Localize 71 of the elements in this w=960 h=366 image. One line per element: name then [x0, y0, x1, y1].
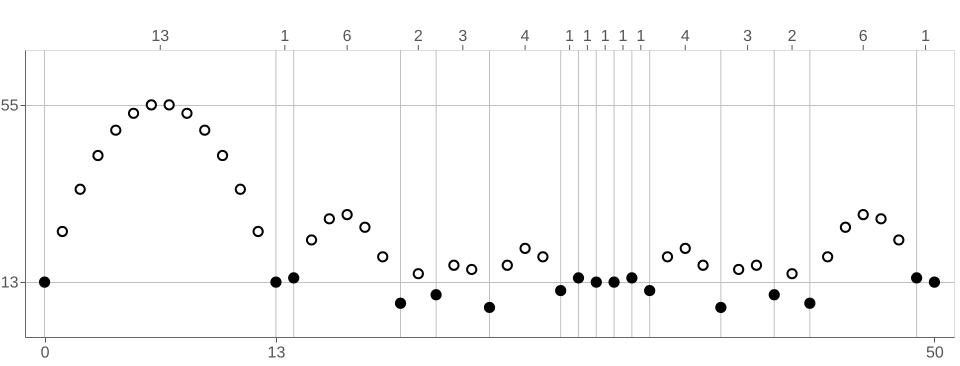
point: [342, 209, 353, 220]
point: [377, 251, 388, 262]
point: [680, 242, 691, 254]
point: [359, 222, 371, 233]
point: [306, 234, 318, 246]
point: [715, 302, 726, 314]
point: [519, 242, 531, 254]
text: 1: [618, 28, 628, 45]
text: 1: [280, 28, 290, 45]
point: [502, 260, 513, 271]
text: 4: [520, 28, 530, 45]
point: [804, 298, 816, 309]
point: [662, 251, 674, 262]
text: 4: [680, 28, 690, 45]
point: [164, 99, 175, 110]
x-tick-label: 0: [40, 344, 50, 362]
point: [786, 268, 798, 280]
point: [626, 272, 638, 284]
text: 1: [600, 28, 610, 45]
point: [822, 251, 834, 262]
point: [199, 124, 210, 136]
point: [412, 268, 424, 280]
point: [555, 284, 566, 296]
text: 3: [743, 28, 752, 45]
text: 3: [458, 28, 468, 45]
point: [893, 234, 904, 246]
point: [875, 213, 887, 224]
point: [324, 213, 335, 224]
text: 6: [858, 28, 868, 45]
x-tick-label: 13: [268, 344, 286, 362]
text: 1: [636, 28, 646, 45]
point: [234, 184, 246, 195]
point: [733, 264, 744, 276]
point: [858, 209, 869, 220]
point: [74, 184, 86, 195]
point: [430, 289, 442, 300]
point: [92, 150, 104, 162]
text: 1: [582, 28, 592, 45]
point: [572, 272, 584, 284]
point: [644, 284, 656, 296]
point: [252, 226, 264, 238]
text: 1: [921, 28, 930, 45]
point: [484, 302, 496, 314]
point: [128, 108, 140, 119]
point: [270, 276, 282, 288]
point: [56, 226, 68, 238]
text: 13: [151, 28, 170, 45]
point: [750, 260, 762, 271]
text: 6: [342, 28, 352, 45]
point: [928, 276, 940, 288]
point: [181, 108, 193, 119]
text: 1: [565, 28, 574, 45]
point: [911, 272, 922, 284]
point: [840, 222, 852, 233]
point: [38, 276, 50, 288]
text: 2: [414, 28, 423, 45]
y-tick-label: 55: [0, 97, 19, 114]
point: [216, 150, 228, 162]
point: [768, 289, 780, 300]
point: [448, 260, 460, 271]
point: [288, 272, 300, 284]
point: [146, 99, 157, 110]
point: [590, 276, 602, 288]
point: [537, 251, 548, 262]
point: [608, 276, 620, 288]
point: [697, 260, 709, 271]
point: [466, 264, 478, 276]
point: [110, 124, 122, 136]
point: [394, 298, 406, 309]
text: 2: [788, 28, 797, 45]
x-tick-label: 50: [926, 344, 944, 362]
